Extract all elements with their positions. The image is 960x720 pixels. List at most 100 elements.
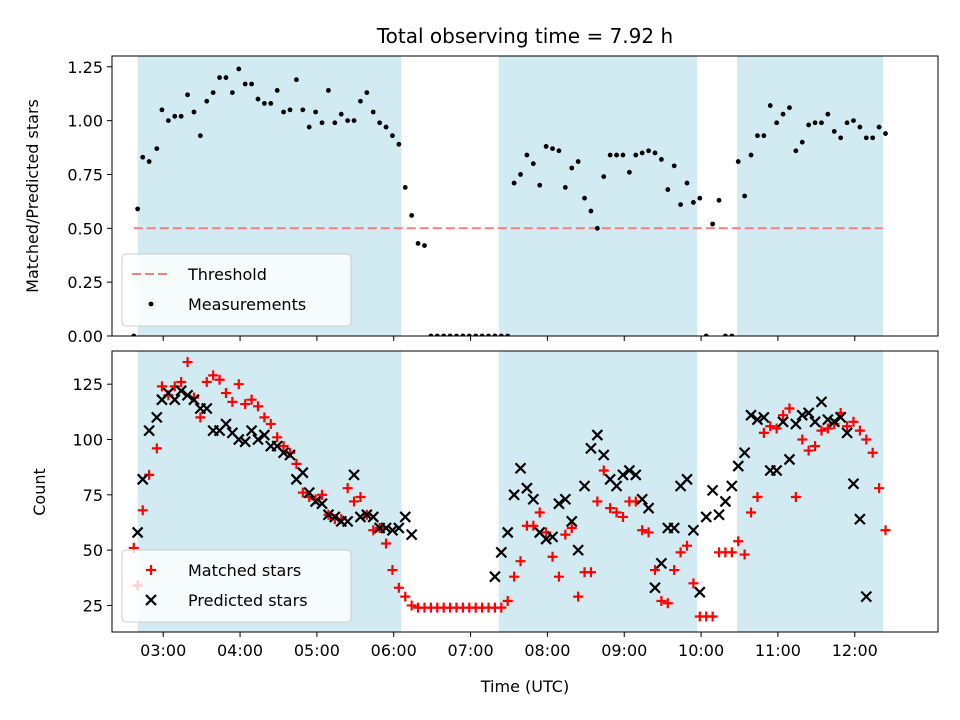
- measurement-point: [300, 107, 306, 113]
- chart-title: Total observing time = 7.92 h: [376, 24, 673, 48]
- x-tick-label: 06:00: [371, 641, 417, 660]
- predicted-star-point: [668, 522, 680, 534]
- measurement-point: [735, 159, 741, 164]
- matched-star-point: [848, 416, 859, 427]
- matched-star-point: [387, 565, 398, 576]
- measurement-point: [135, 206, 141, 212]
- measurement-point: [185, 92, 190, 98]
- matched-star-point: [573, 591, 584, 602]
- matched-star-point: [227, 396, 238, 407]
- predicted-star-point: [367, 511, 380, 523]
- measurement-point: [703, 333, 709, 336]
- predicted-star-point: [131, 526, 144, 539]
- measurement-point: [306, 124, 312, 130]
- matched-star-point: [816, 425, 827, 436]
- bottom-panel: 25 50 75 100 125 03:00 04:00 05:00 06:00 07:00 08:…: [72, 350, 939, 660]
- predicted-star-point: [828, 416, 841, 428]
- measurement-point: [870, 135, 876, 141]
- y-tick-label: 75: [83, 486, 103, 505]
- matched-star-point: [726, 547, 737, 558]
- predicted-star-point: [649, 581, 661, 594]
- measurement-point: [236, 66, 242, 72]
- measurement-point: [249, 81, 254, 87]
- predicted-star-point: [527, 493, 540, 506]
- measurement-point: [454, 333, 459, 336]
- predicted-star-point: [393, 522, 405, 534]
- matched-star-point: [182, 357, 193, 368]
- predicted-star-point: [738, 447, 751, 459]
- matched-star-point: [758, 427, 769, 438]
- measurement-point: [556, 148, 562, 154]
- matched-star-point: [656, 596, 667, 607]
- predicted-star-point: [245, 424, 258, 437]
- matched-star-point: [176, 376, 187, 387]
- measurement-point: [268, 100, 274, 106]
- matched-star-point: [585, 567, 596, 578]
- matched-star-point: [246, 394, 257, 405]
- measurement-point: [345, 118, 351, 124]
- measurement-point: [614, 152, 619, 158]
- matched-star-point: [515, 556, 526, 567]
- measurement-point: [819, 120, 824, 126]
- matched-star-point: [156, 381, 167, 392]
- matched-star-point: [861, 434, 872, 445]
- measurement-point: [569, 165, 575, 171]
- measurement-point: [799, 139, 805, 145]
- predicted-star-point: [809, 416, 821, 428]
- predicted-star-point: [252, 433, 264, 446]
- measurement-point: [242, 81, 248, 87]
- predicted-star-point: [546, 531, 559, 543]
- matched-star-point: [842, 421, 853, 432]
- matched-star-point: [496, 602, 507, 613]
- matched-star-point: [560, 529, 571, 540]
- predicted-star-point: [713, 508, 725, 521]
- measurement-point: [678, 202, 683, 208]
- measurement-point: [172, 113, 178, 119]
- matched-star-point: [592, 496, 603, 507]
- predicted-star-point: [732, 460, 745, 472]
- matched-star-point: [220, 388, 231, 399]
- matched-star-point: [867, 447, 878, 458]
- matched-star-point: [707, 611, 718, 622]
- matched-star-point: [669, 565, 680, 576]
- measurement-point: [562, 184, 568, 190]
- measurement-point: [844, 120, 850, 126]
- y-tick-label: 100: [72, 431, 103, 450]
- measurement-point: [518, 172, 523, 177]
- y-tick-label: 1.25: [67, 58, 103, 77]
- matched-star-point: [259, 412, 270, 423]
- y-tick-label: 25: [83, 596, 103, 615]
- y-tick-label: 0.75: [67, 165, 103, 184]
- predicted-star-point: [597, 449, 610, 461]
- top-y-axis-label: Matched/Predicted stars: [23, 99, 42, 293]
- measurement-point: [767, 103, 773, 108]
- y-tick-label: 125: [72, 375, 103, 394]
- matched-star-point: [797, 434, 808, 445]
- predicted-star-point: [700, 511, 712, 523]
- measurement-point: [428, 333, 434, 336]
- predicted-star-point: [841, 427, 853, 439]
- matched-star-point: [643, 527, 654, 538]
- measurement-point: [575, 159, 581, 164]
- measurement-point: [550, 146, 555, 152]
- predicted-star-point: [540, 533, 552, 545]
- predicted-star-point: [277, 447, 290, 459]
- measurement-point: [812, 120, 818, 126]
- measurement-point: [159, 107, 165, 113]
- matched-star-point: [880, 525, 891, 536]
- measurement-point: [332, 120, 338, 126]
- measurement-point: [364, 90, 370, 96]
- measurement-point: [486, 333, 491, 336]
- predicted-star-point: [168, 393, 181, 406]
- matched-star-point: [765, 421, 776, 432]
- measurement-point: [857, 124, 863, 130]
- predicted-star-point: [354, 511, 367, 523]
- measurement-point: [582, 195, 587, 201]
- measurement-point: [658, 156, 664, 162]
- matched-star-point: [252, 401, 263, 412]
- predicted-star-point: [623, 464, 636, 477]
- measurement-point: [338, 111, 344, 117]
- measurement-point: [370, 109, 376, 115]
- y-tick-label: 0.25: [67, 273, 103, 292]
- predicted-star-point: [239, 435, 251, 448]
